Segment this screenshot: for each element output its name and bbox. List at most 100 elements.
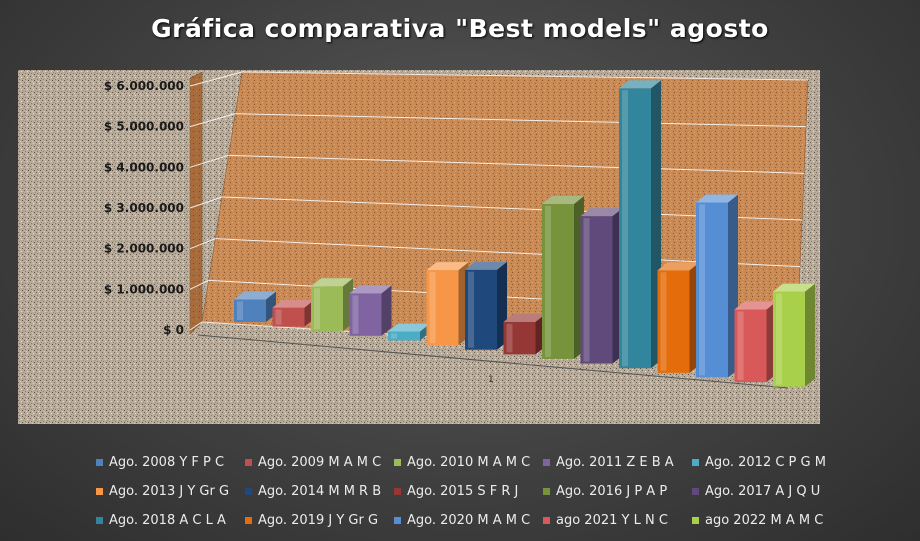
- y-tick-label: $ 5.000.000: [104, 120, 184, 134]
- bar-2: [272, 299, 315, 327]
- x-category-label: 1: [488, 375, 494, 385]
- legend-label: ago 2021 Y L N C: [556, 513, 668, 528]
- legend-swatch: [692, 517, 699, 524]
- gridline-4: [228, 154, 805, 174]
- bar-top: [503, 313, 546, 322]
- legend-label: Ago. 2015 S F R J: [407, 484, 519, 499]
- legend-label: Ago. 2012 C P G M: [705, 455, 826, 470]
- legend-row: Ago. 2013 J Y Gr G Ago. 2014 M M R B Ago. …: [96, 477, 876, 506]
- bar-top: [311, 278, 353, 287]
- legend-swatch: [543, 488, 550, 495]
- legend-row: Ago. 2008 Y F P C Ago. 2009 M A M C Ago. 2…: [96, 448, 876, 477]
- bar-highlight: [699, 204, 705, 376]
- bar-1: [234, 291, 276, 322]
- gridline-side-0: [189, 321, 203, 331]
- y-tick-label: $ 6.000.000: [104, 79, 184, 93]
- gridline-side-2: [189, 238, 216, 250]
- y-tick-label: $ 4.000.000: [104, 160, 184, 174]
- legend-item: Ago. 2013 J Y Gr G: [96, 484, 245, 499]
- bar-10: [580, 208, 623, 364]
- bar-highlight: [429, 272, 436, 344]
- legend-item: Ago. 2009 M A M C: [245, 455, 394, 470]
- bar-7: [465, 261, 507, 350]
- legend-item: Ago. 2014 M M R B: [245, 484, 394, 499]
- legend-item: Ago. 2010 M A M C: [394, 455, 543, 470]
- bar-side: [805, 283, 815, 387]
- legend-item: Ago. 2008 Y F P C: [96, 455, 245, 470]
- legend-swatch: [96, 488, 103, 495]
- bar-highlight: [506, 323, 513, 353]
- legend-item: ago 2021 Y L N C: [543, 513, 692, 528]
- bar-front: [311, 286, 343, 332]
- bar-highlight: [660, 272, 667, 371]
- y-tick-label: $ 0: [163, 323, 184, 337]
- legend-swatch: [543, 517, 550, 524]
- legend-item: Ago. 2020 M A M C: [394, 513, 543, 528]
- bar-top: [734, 301, 777, 310]
- legend-label: Ago. 2016 J P A P: [556, 484, 668, 499]
- legend-swatch: [96, 517, 103, 524]
- bar-front: [619, 88, 651, 369]
- legend-swatch: [394, 459, 401, 466]
- legend-item: Ago. 2015 S F R J: [394, 484, 543, 499]
- legend-swatch: [692, 488, 699, 495]
- bar-front: [580, 216, 613, 364]
- legend-label: Ago. 2019 J Y Gr G: [258, 513, 379, 528]
- bar-6: [426, 262, 469, 346]
- bar-highlight: [583, 218, 590, 362]
- bar-top: [234, 291, 276, 300]
- legend-label: Ago. 2017 A J Q U: [705, 484, 821, 499]
- bar-top: [773, 283, 815, 292]
- legend-label: Ago. 2010 M A M C: [407, 455, 531, 470]
- bar-highlight: [391, 333, 397, 339]
- bar-3: [311, 278, 353, 332]
- bar-highlight: [545, 205, 551, 357]
- gridline-5: [235, 113, 807, 128]
- legend-swatch: [96, 459, 103, 466]
- chart-title: Gráfica comparativa "Best models" agosto: [151, 14, 769, 43]
- bar-top: [465, 261, 507, 270]
- bar-front: [542, 203, 574, 359]
- bar-highlight: [275, 309, 282, 325]
- bar-highlight: [468, 271, 474, 348]
- bar-12: [657, 262, 700, 373]
- gridline-side-6: [189, 71, 243, 87]
- bar-front: [657, 270, 690, 373]
- legend-item: Ago. 2011 Z E B A: [543, 455, 692, 470]
- bar-13: [696, 194, 738, 378]
- bar-top: [696, 194, 738, 203]
- side-wall: [189, 71, 203, 335]
- y-tick-label: $ 1.000.000: [104, 282, 184, 296]
- gridline-side-1: [189, 279, 209, 290]
- bar-side: [381, 285, 392, 336]
- legend-label: Ago. 2014 M M R B: [258, 484, 382, 499]
- bar-14: [734, 301, 777, 383]
- gridline-side-3: [189, 196, 223, 209]
- y-tick-label: $ 3.000.000: [104, 201, 184, 215]
- legend: Ago. 2008 Y F P C Ago. 2009 M A M C Ago. 2…: [96, 448, 876, 535]
- gridline-6: [241, 71, 809, 81]
- bar-highlight: [352, 295, 359, 334]
- bar-top: [619, 80, 661, 89]
- bar-4: [349, 285, 392, 336]
- legend-swatch: [543, 459, 550, 466]
- bar-front: [773, 291, 805, 387]
- legend-label: ago 2022 M A M C: [705, 513, 824, 528]
- bar-top: [426, 262, 469, 271]
- bar-front: [272, 307, 305, 327]
- legend-item: Ago. 2017 A J Q U: [692, 484, 841, 499]
- legend-item: Ago. 2016 J P A P: [543, 484, 692, 499]
- legend-label: Ago. 2013 J Y Gr G: [109, 484, 230, 499]
- legend-swatch: [245, 488, 252, 495]
- bar-highlight: [737, 311, 744, 381]
- bar-top: [580, 208, 623, 217]
- bar-9: [542, 195, 584, 359]
- bar-front: [696, 202, 728, 378]
- legend-swatch: [245, 517, 252, 524]
- legend-label: Ago. 2008 Y F P C: [109, 455, 225, 470]
- bar-front: [388, 331, 420, 341]
- bar-front: [349, 293, 382, 336]
- legend-item: Ago. 2012 C P G M: [692, 455, 841, 470]
- bar-highlight: [314, 288, 320, 330]
- legend-label: Ago. 2011 Z E B A: [556, 455, 674, 470]
